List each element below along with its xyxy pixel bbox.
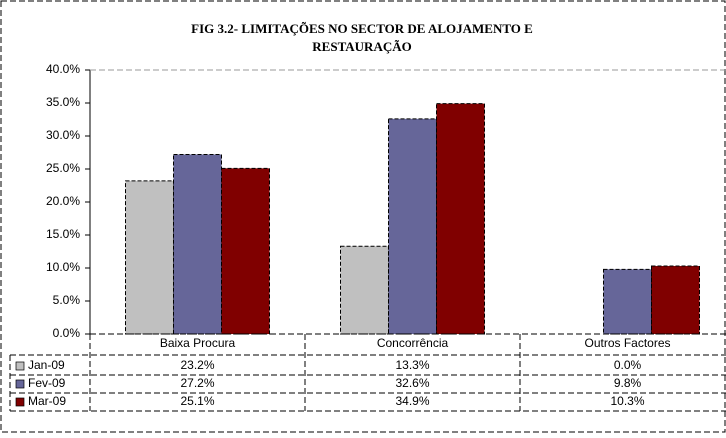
bar [651,265,700,335]
data-label: 13.3% [395,358,429,372]
data-label: 32.6% [395,376,429,390]
y-tick-label: 15.0% [46,227,80,241]
y-tick-label: 5.0% [53,293,81,307]
bar [603,268,652,335]
data-label: 0.0% [614,358,642,372]
legend-label: Mar-09 [28,394,66,408]
data-label: 25.1% [180,394,214,408]
y-tick-label: 10.0% [46,260,80,274]
bar [340,245,389,335]
data-label: 23.2% [180,358,214,372]
legend-label: Fev-09 [28,376,66,390]
y-tick-label: 30.0% [46,128,80,142]
data-label: 34.9% [395,394,429,408]
y-tick-label: 0.0% [53,326,81,340]
y-tick-label: 25.0% [46,161,80,175]
legend-key [15,397,25,407]
legend-label: Jan-09 [28,358,65,372]
bar [221,167,270,335]
y-tick-label: 20.0% [46,194,80,208]
y-tick-label: 35.0% [46,95,80,109]
bar [125,180,174,335]
chart-title: RESTAURAÇÃO [312,39,411,54]
x-tick-label: Baixa Procura [160,336,236,350]
bar [436,103,485,335]
legend-key [15,361,25,371]
bar [173,153,222,335]
data-label: 10.3% [610,394,644,408]
y-tick-label: 40.0% [46,62,80,76]
data-label: 9.8% [614,376,642,390]
legend-key [15,379,25,389]
x-tick-label: Concorrência [377,336,449,350]
data-label: 27.2% [180,376,214,390]
bar [388,118,437,335]
chart-title: FIG 3.2- LIMITAÇÕES NO SECTOR DE ALOJAME… [191,21,533,36]
x-tick-label: Outros Factores [584,336,670,350]
